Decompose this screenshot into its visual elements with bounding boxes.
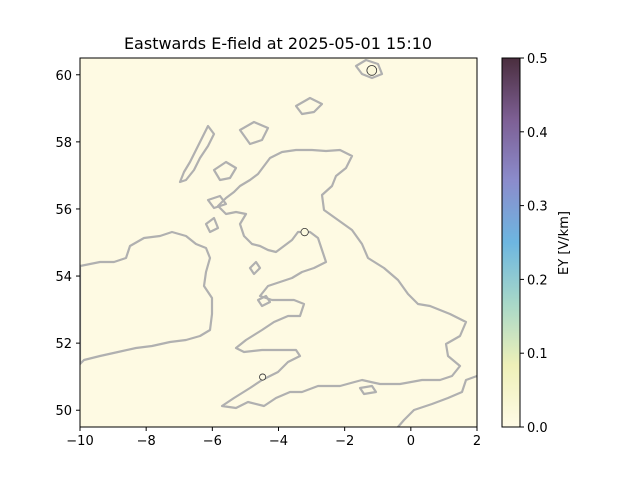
coastline-isle-of-wight [358,384,378,396]
e-field-heatmap [80,58,477,427]
x-tick-label: −2 [335,434,354,449]
coastline-islay [204,216,220,234]
coastline-north-tip [238,120,270,146]
coastline-ireland [80,230,214,366]
coastline-layer [80,58,477,427]
x-tick-label: −8 [137,434,156,449]
map-panel [79,57,478,428]
coastline-france [396,374,477,427]
y-tick-label: 54 [55,270,72,285]
observatory-marker-had [259,373,267,381]
y-tick-label: 52 [55,337,72,352]
x-tick-label: 0 [407,434,415,449]
coastline-skye [212,160,238,182]
x-tick-label: −10 [66,434,93,449]
colorbar-frame [501,57,521,428]
coastline-isle-of-man [248,260,262,276]
colorbar-label: EY [V/km] [557,211,572,275]
colorbar-ticks: 0.0 0.1 0.2 0.3 0.4 0.5 [520,52,548,436]
x-tick-label: 2 [473,434,481,449]
coastline-mull [206,194,228,210]
observatory-markers [259,65,378,381]
coastline-orkney [294,96,324,116]
y-axis: 50 52 54 56 58 60 [55,69,80,419]
y-tick-label: 58 [55,136,72,151]
colorbar-tick-label: 0.5 [527,52,548,67]
coastline-shetland [354,58,384,80]
observatory-marker-ler [366,65,378,76]
x-tick-label: −6 [203,434,222,449]
y-tick-label: 56 [55,203,72,218]
x-tick-label: −4 [269,434,288,449]
y-tick-label: 50 [55,404,72,419]
colorbar-tick-label: 0.3 [527,200,548,215]
coastline-outer-hebrides [178,124,216,184]
colorbar-tick-label: 0.1 [527,347,548,362]
colorbar-gradient [502,58,520,427]
colorbar-tick-label: 0.0 [527,421,548,436]
x-axis: −10 −8 −6 −4 −2 0 2 [66,427,481,449]
y-tick-label: 60 [55,69,72,84]
colorbar-tick-label: 0.4 [527,126,548,141]
colorbar-tick-label: 0.2 [527,273,548,288]
coastline-anglesey [256,294,272,308]
colorbar: 0.0 0.1 0.2 0.3 0.4 0.5 EY [V/km] [501,52,572,436]
observatory-marker-esk [300,228,309,237]
chart-title: Eastwards E-field at 2025-05-01 15:10 [124,34,432,53]
